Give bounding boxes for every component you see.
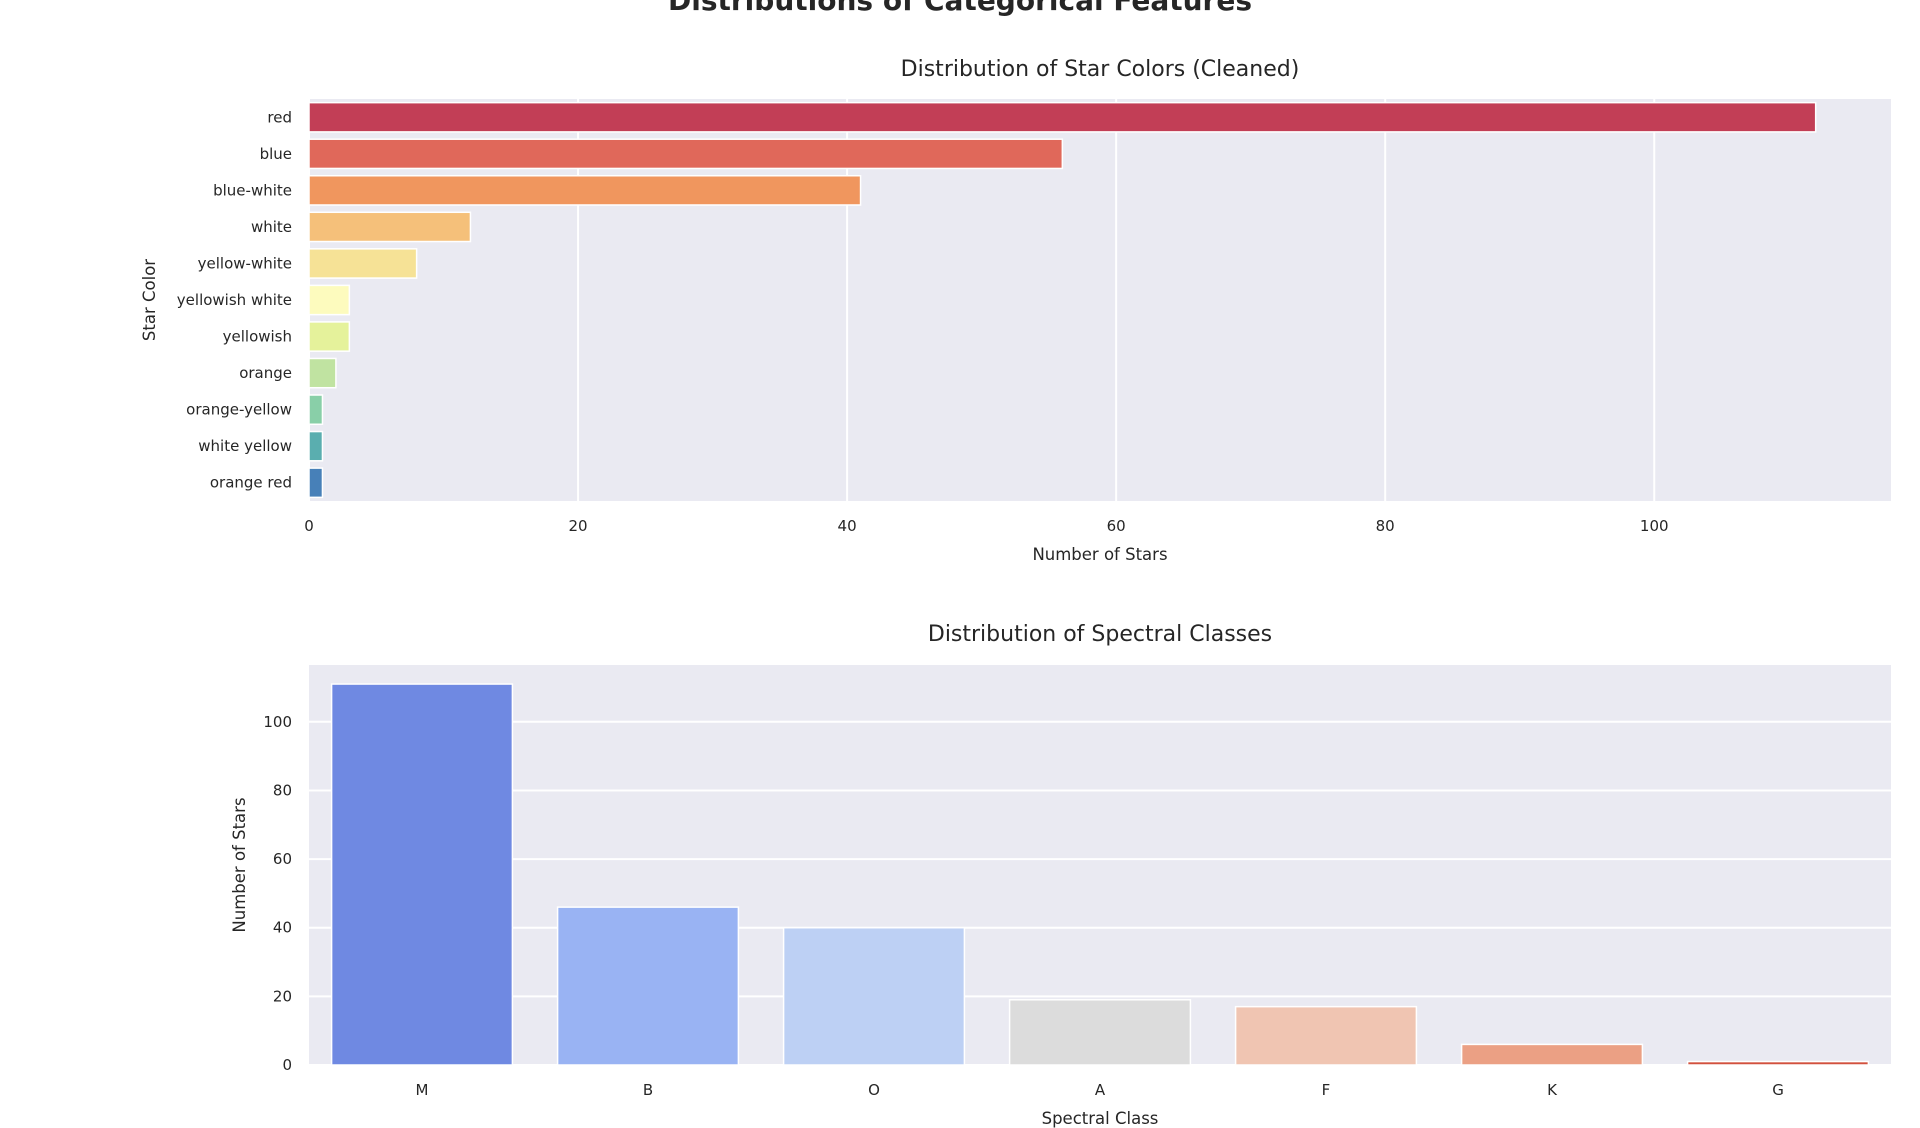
chart2-bar: [782, 926, 966, 1066]
chart2-x-tick-label: F: [1322, 1081, 1331, 1099]
chart2-y-tick-labels: 0 20 40 60 80 100: [263, 713, 292, 1074]
chart2-y-tick-label: 20: [273, 987, 292, 1005]
chart1-y-tick-label: orange red: [210, 474, 292, 492]
chart2-x-tick-label: K: [1547, 1081, 1558, 1099]
chart1-bars: [308, 101, 1817, 499]
chart1-bar: [308, 467, 324, 499]
chart2-x-tick-label: O: [868, 1081, 880, 1099]
chart2-x-tick-label: B: [643, 1081, 653, 1099]
chart2-bar: [1008, 999, 1192, 1066]
chart2-bars: [330, 683, 1870, 1066]
chart1-x-tick-label: 40: [838, 517, 857, 535]
chart1-y-tick-label: red: [267, 108, 292, 126]
chart1-bar: [308, 394, 324, 426]
star-color-chart: red blue blue-white white yellow-white yellow…: [140, 57, 1891, 564]
chart1-x-tick-label: 60: [1107, 517, 1126, 535]
chart1-y-tick-label: yellow-white: [198, 254, 292, 272]
chart1-y-tick-label: blue: [260, 145, 292, 163]
chart1-y-tick-label: yellowish: [223, 328, 292, 346]
chart2-y-tick-label: 60: [273, 850, 292, 868]
chart1-x-tick-label: 100: [1640, 517, 1669, 535]
chart1-y-tick-label: white: [251, 218, 292, 236]
chart2-y-axis-label: Number of Stars: [230, 797, 249, 932]
chart1-y-tick-label: blue-white: [213, 181, 292, 199]
chart2-y-tick-label: 80: [273, 781, 292, 799]
chart2-y-tick-label: 40: [273, 919, 292, 937]
chart2-x-tick-label: A: [1095, 1081, 1106, 1099]
chart2-x-tick-label: M: [416, 1081, 429, 1099]
chart1-bar: [308, 138, 1064, 170]
chart2-y-tick-label: 100: [263, 713, 292, 731]
chart2-x-tick-label: G: [1772, 1081, 1784, 1099]
chart1-y-tick-labels: red blue blue-white white yellow-white yellow…: [177, 108, 292, 491]
chart2-y-tick-label: 0: [282, 1056, 292, 1074]
figure-title: Distributions of Categorical Features: [668, 0, 1252, 17]
chart1-x-tick-label: 80: [1376, 517, 1395, 535]
chart2-x-axis-label: Spectral Class: [1042, 1109, 1159, 1128]
chart1-y-axis-label: Star Color: [140, 259, 159, 341]
chart1-x-tick-label: 0: [304, 517, 314, 535]
chart1-x-tick-label: 20: [569, 517, 588, 535]
chart1-y-tick-label: orange-yellow: [186, 401, 292, 419]
chart1-bar: [308, 211, 472, 243]
chart1-y-tick-label: yellowish white: [177, 291, 292, 309]
chart2-bar: [1460, 1043, 1644, 1066]
spectral-class-chart: M B O A F K G 0 20 40 60 80 100 Distribution of Spe…: [230, 622, 1891, 1128]
chart1-y-tick-label: white yellow: [198, 437, 292, 455]
chart2-bar: [1234, 1005, 1418, 1066]
chart1-title: Distribution of Star Colors (Cleaned): [901, 57, 1300, 82]
chart2-bar: [1686, 1060, 1870, 1066]
chart1-y-tick-label: orange: [239, 364, 292, 382]
chart1-bar: [308, 284, 351, 316]
chart1-bar: [308, 430, 324, 462]
chart1-bar: [308, 101, 1817, 133]
chart1-bar: [308, 174, 862, 206]
chart1-bar: [308, 357, 337, 389]
chart2-bar: [330, 683, 514, 1066]
chart2-title: Distribution of Spectral Classes: [928, 622, 1272, 647]
chart1-x-axis-label: Number of Stars: [1032, 545, 1167, 564]
chart1-bar: [308, 321, 351, 352]
chart1-x-tick-labels: 0 20 40 60 80 100: [304, 517, 1668, 535]
chart2-bar: [556, 906, 740, 1066]
chart1-bar: [308, 248, 418, 279]
